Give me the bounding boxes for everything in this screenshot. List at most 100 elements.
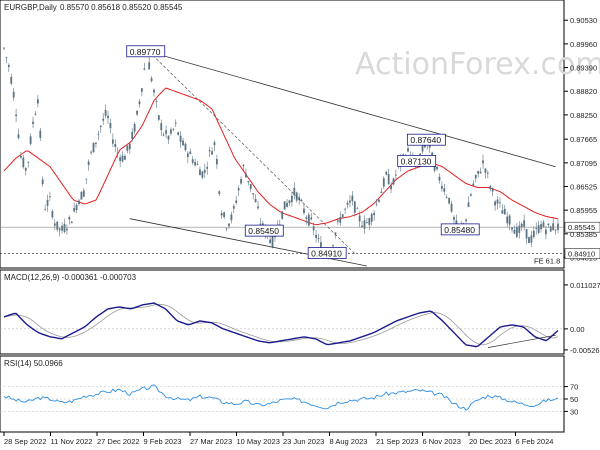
rsi-tick-label: 50 [570,395,578,404]
candle-body [80,192,83,200]
candle-body [365,222,368,224]
candle-body [124,155,126,160]
candle-body [353,201,356,213]
candle-body [128,143,131,150]
candle-body [477,170,480,174]
candle-body [387,173,390,185]
candle-body [223,212,226,218]
candle-body [109,122,112,129]
candle-body [257,206,259,209]
candle-body [39,130,42,138]
candle-body [518,225,521,233]
macd-signal-line [3,303,559,346]
ma-line [3,87,559,226]
price-tick-label: 0.88820 [570,87,597,96]
candle-body [506,216,509,224]
candle-body [133,124,136,132]
price-tick-label: 0.89960 [570,40,597,49]
candle-body [511,227,513,230]
candle-body [131,131,134,139]
candle-body [10,76,13,84]
candle-body [177,132,180,135]
candle-body [503,208,506,215]
candle-body [36,99,39,104]
candle-body [378,199,380,202]
rsi-pane-frame [0,355,565,433]
candle-body [70,221,73,224]
candle-body [228,223,230,227]
candle-body [51,211,54,218]
candle-body [157,115,160,120]
candle-body [116,152,119,154]
candle-body [317,238,320,240]
candle-body [395,174,397,176]
candle-body [440,185,443,189]
x-tick-label: 27 Mar 2023 [190,437,232,446]
candle-body [499,202,501,204]
candle-body [138,101,141,105]
candle-body [315,234,317,238]
header-symbol: EURGBP,Daily [4,3,57,12]
candle-body [361,225,363,228]
candle-body [230,214,233,221]
price-tick-label: 0.90530 [570,16,597,25]
rsi-lines [0,384,564,412]
candle-body [167,135,170,140]
candle-body [29,136,32,144]
candle-body [303,208,305,214]
header-ohlc: 0.85570 0.85618 0.85520 0.85545 [60,3,183,12]
candle-body [213,142,216,146]
candle-body [339,217,342,223]
candle-body [34,113,37,115]
candle-body [211,151,213,155]
price-annotations: 0.89770 0.85450 0.84910 0.87640 0.87130 0.854… [126,45,480,259]
candle-body [73,208,76,212]
candle-body [150,78,153,82]
candle-body [470,194,472,196]
candle-body [245,173,247,178]
candle-body [17,134,20,139]
price-tick-label: 0.87095 [570,159,597,168]
candle-body [443,188,446,192]
candle-body [194,162,197,166]
candle-body [237,188,240,191]
candle-body [75,204,78,211]
annotation-label: 0.87640 [410,135,441,145]
candle-body [334,232,337,235]
candle-body [22,157,25,168]
candle-body [474,174,477,179]
annotation-box [307,247,347,259]
rsi-pane: RSI(14) 50.0966 [0,355,565,433]
candle-body [298,197,301,201]
candle-body [552,223,555,230]
candle-body [358,215,361,222]
support-price-box [564,248,600,259]
candle-body [56,221,59,230]
rsi-tick-label: 30 [570,407,578,416]
candle-body [148,62,151,70]
candle-body [153,89,155,93]
candle-body [450,203,453,212]
candle-body [162,134,165,136]
x-tick-label: 23 Jun 2023 [283,437,324,446]
candle-body [467,202,470,207]
candle-body [82,190,85,197]
x-tick-label: 28 Sep 2022 [4,437,47,446]
candle-body [240,179,242,184]
candle-body [344,208,347,210]
candle-body [271,235,274,247]
annotation-label: 0.85450 [248,226,279,236]
candle-body [486,172,489,174]
candle-body [143,68,146,70]
current-price-label: 0.85545 [568,223,595,232]
x-tick-label: 21 Sep 2023 [376,437,419,446]
candle-body [252,193,255,195]
candle-body [351,195,354,202]
candle-body [380,191,383,194]
annotation-label: 0.89770 [130,47,161,57]
candle-body [482,160,484,164]
candle-body [537,225,540,233]
candle-body [206,166,209,169]
candle-body [196,163,199,165]
